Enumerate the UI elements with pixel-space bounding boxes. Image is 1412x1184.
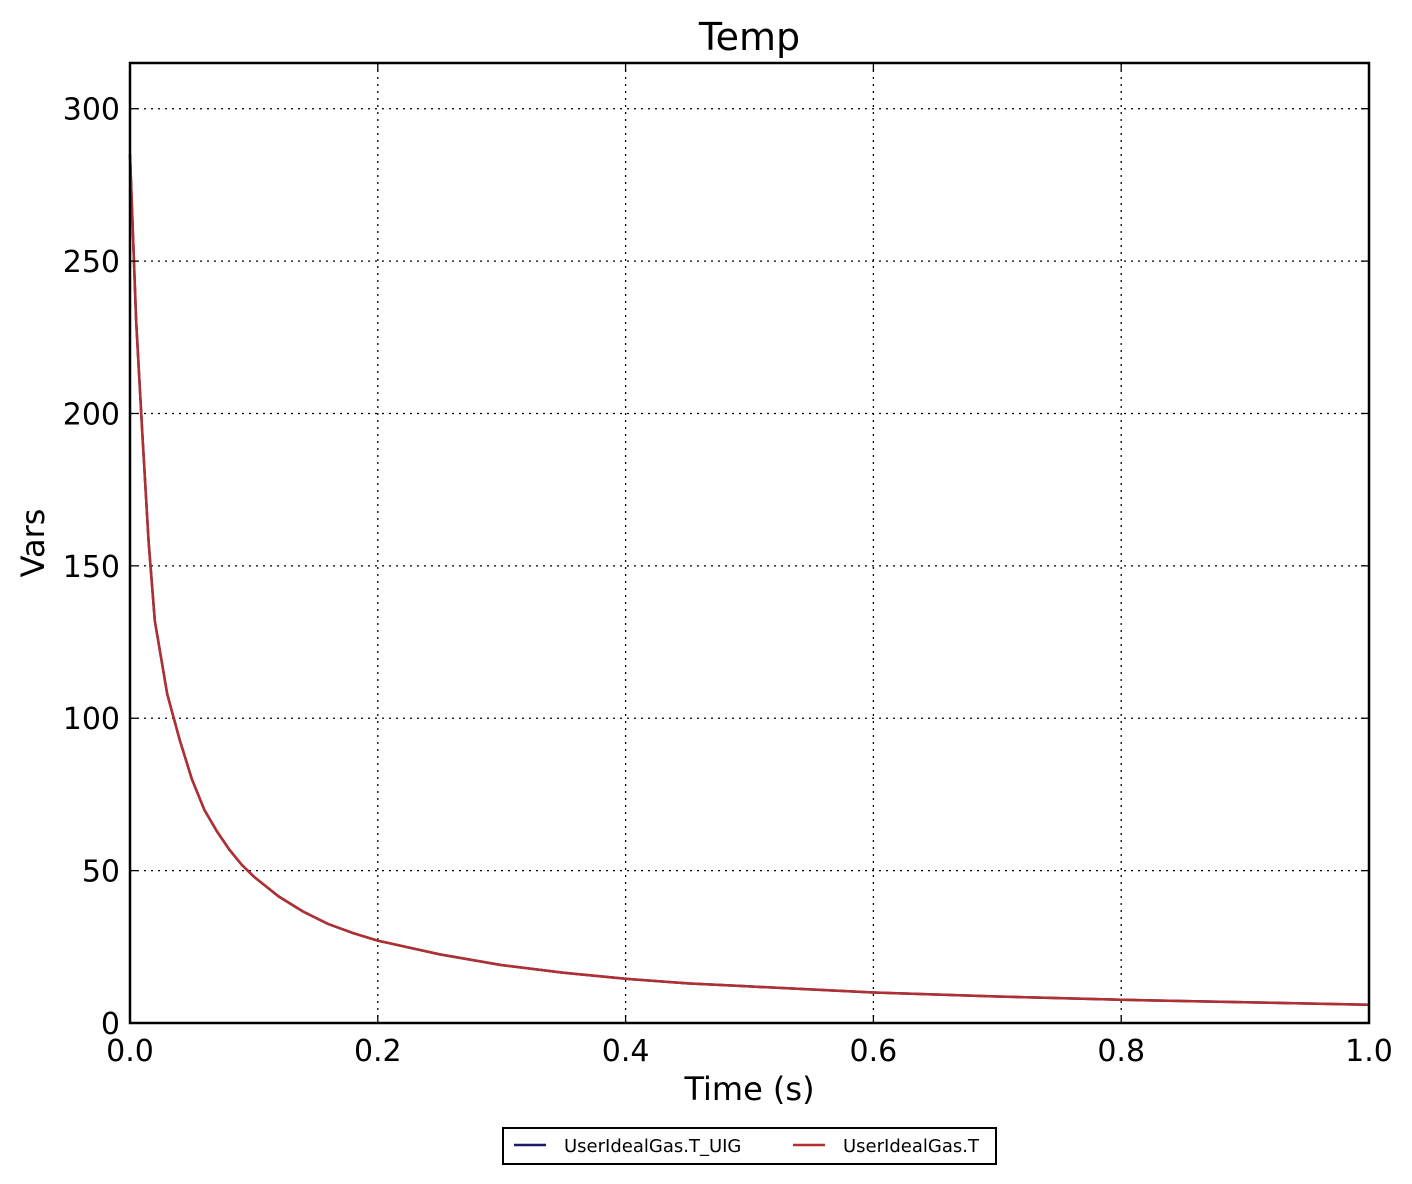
legend-label-t-uig: UserIdealGas.T_UIG — [564, 1136, 741, 1157]
x-tick-label: 0.6 — [850, 1034, 898, 1069]
y-axis-title: Vars — [14, 509, 52, 578]
series-line-t — [128, 154, 1370, 1006]
axis-ticks: 0.0 0.2 0.4 0.6 0.8 1.0 0 50 100 150 200 250 300 — [63, 63, 1393, 1069]
x-tick-label: 0.4 — [602, 1034, 650, 1069]
x-tick-label: 0.2 — [354, 1034, 402, 1069]
legend: UserIdealGas.T_UIG UserIdealGas.T — [502, 1127, 997, 1165]
grid — [130, 63, 1369, 1023]
y-tick-label: 150 — [63, 550, 120, 585]
x-tick-label: 0.0 — [106, 1034, 154, 1069]
x-axis-title: Time (s) — [683, 1070, 814, 1108]
plot-frame — [128, 61, 1371, 1025]
series-lines — [128, 154, 1370, 1006]
y-tick-label: 100 — [63, 702, 120, 737]
y-tick-label: 300 — [63, 93, 120, 128]
x-tick-label: 0.8 — [1097, 1034, 1145, 1069]
legend-label-t: UserIdealGas.T — [843, 1136, 980, 1157]
legend-box — [502, 1127, 997, 1165]
y-tick-label: 200 — [63, 397, 120, 432]
x-tick-label: 1.0 — [1345, 1034, 1393, 1069]
chart-title: Temp — [698, 15, 800, 59]
y-tick-label: 250 — [63, 245, 120, 280]
y-tick-label: 50 — [82, 855, 120, 890]
y-tick-label: 0 — [101, 1007, 120, 1042]
series-line-t-uig — [128, 154, 1370, 1006]
